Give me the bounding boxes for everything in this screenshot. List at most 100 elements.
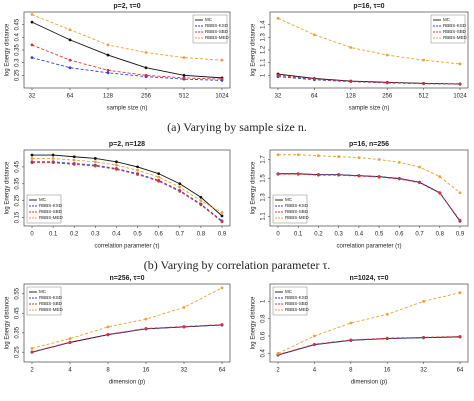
data-point: [30, 13, 34, 16]
data-point: [30, 43, 34, 47]
series-line: [278, 173, 461, 222]
data-point: [144, 327, 148, 330]
y-axis-label: log Energy distance: [251, 161, 257, 214]
data-point: [397, 177, 401, 181]
y-tick-label: 0.4: [261, 349, 267, 358]
legend-label: RBBS-MED: [39, 307, 64, 312]
data-point: [199, 195, 203, 199]
y-tick-label: 1.2: [261, 45, 267, 54]
y-tick-label: 0.4: [15, 33, 21, 42]
legend-label: MC: [205, 17, 213, 22]
x-tick-label: 0.6: [395, 232, 404, 238]
data-point: [157, 172, 161, 176]
data-point: [93, 160, 97, 164]
legend-label: RBBS-KSD: [39, 203, 63, 208]
data-point: [68, 340, 72, 344]
data-point: [106, 325, 110, 329]
legend-label: MC: [285, 289, 293, 294]
legend-label: RBBS-SBD: [39, 301, 63, 306]
data-point: [68, 66, 72, 70]
y-tick-label: 0.35: [15, 326, 21, 338]
y-tick-label: 1.1: [261, 58, 267, 67]
y-tick-label: 1.3: [261, 33, 267, 42]
data-point: [313, 342, 316, 346]
x-tick-label: 2: [30, 368, 34, 374]
data-point: [349, 321, 353, 325]
y-tick-label: 1.1: [261, 212, 267, 221]
y-tick-label: 0.45: [15, 160, 21, 172]
x-tick-label: 32: [275, 94, 282, 100]
data-point: [30, 350, 34, 354]
y-tick-label: 0.3: [15, 58, 21, 67]
data-point: [144, 66, 148, 70]
y-tick-label: 1.3: [261, 193, 267, 202]
series-line: [31, 57, 223, 81]
data-point: [30, 157, 34, 160]
x-tick-label: 0.5: [133, 232, 142, 238]
data-point: [144, 317, 148, 321]
x-tick-label: 0.1: [294, 232, 303, 238]
data-point: [93, 157, 97, 160]
chart-title: p=2, n=128: [109, 141, 145, 148]
legend-label: RBBS-KSD: [443, 23, 467, 28]
legend-label: RBBS-SBD: [285, 301, 309, 306]
data-point: [296, 153, 300, 157]
data-point: [349, 80, 353, 83]
data-point: [385, 336, 389, 340]
data-point: [418, 181, 421, 185]
data-point: [313, 33, 316, 37]
data-point: [422, 299, 425, 303]
legend-label: RBBS-SBD: [39, 209, 63, 214]
data-point: [458, 191, 462, 195]
data-point: [418, 165, 421, 169]
data-point: [317, 154, 320, 158]
series-line: [31, 287, 223, 349]
data-point: [422, 335, 425, 339]
caption: (a) Varying by sample size n.: [167, 120, 307, 134]
x-tick-label: 4: [313, 368, 317, 374]
data-point: [313, 334, 316, 338]
legend-label: RBBS-SBD: [443, 29, 467, 34]
x-axis-label: sample size (n): [349, 106, 390, 112]
data-point: [357, 174, 361, 178]
series-line: [31, 44, 223, 80]
x-tick-label: 16: [143, 368, 150, 374]
data-point: [220, 220, 224, 224]
data-point: [220, 58, 224, 62]
y-tick-label: 0.25: [15, 194, 21, 206]
data-point: [337, 173, 341, 177]
x-tick-label: 0: [276, 232, 280, 238]
y-tick-label: 1: [261, 73, 267, 77]
data-point: [30, 56, 34, 59]
series-line: [277, 336, 461, 356]
data-point: [178, 185, 182, 189]
x-tick-label: 0.1: [49, 232, 58, 238]
data-point: [30, 20, 34, 24]
x-tick-label: 16: [384, 368, 391, 374]
x-tick-label: 32: [181, 368, 188, 374]
x-tick-label: 0: [30, 232, 34, 238]
data-point: [422, 58, 425, 62]
data-point: [385, 53, 389, 57]
chart-title: p=2, τ=0: [113, 3, 140, 10]
x-tick-label: 64: [311, 94, 318, 100]
legend-label: RBBS-MED: [205, 35, 230, 40]
x-tick-label: 0.8: [436, 232, 445, 238]
data-point: [458, 218, 462, 222]
x-tick-label: 0.3: [91, 232, 100, 238]
data-point: [115, 168, 118, 171]
data-point: [385, 81, 389, 85]
y-axis-label: log Energy distance: [5, 296, 11, 349]
data-point: [72, 158, 76, 162]
data-point: [136, 168, 139, 172]
x-tick-label: 128: [103, 94, 114, 100]
data-point: [458, 291, 462, 295]
x-tick-label: 0.9: [218, 232, 227, 238]
y-tick-label: 0.25: [15, 346, 21, 358]
x-tick-label: 0.9: [456, 232, 465, 238]
y-axis-label: log Energy distance: [5, 23, 11, 76]
x-tick-label: 0.6: [154, 232, 163, 238]
legend-label: MC: [39, 197, 47, 202]
data-point: [458, 335, 462, 338]
x-axis-label: correlation parameter (τ): [336, 244, 401, 250]
